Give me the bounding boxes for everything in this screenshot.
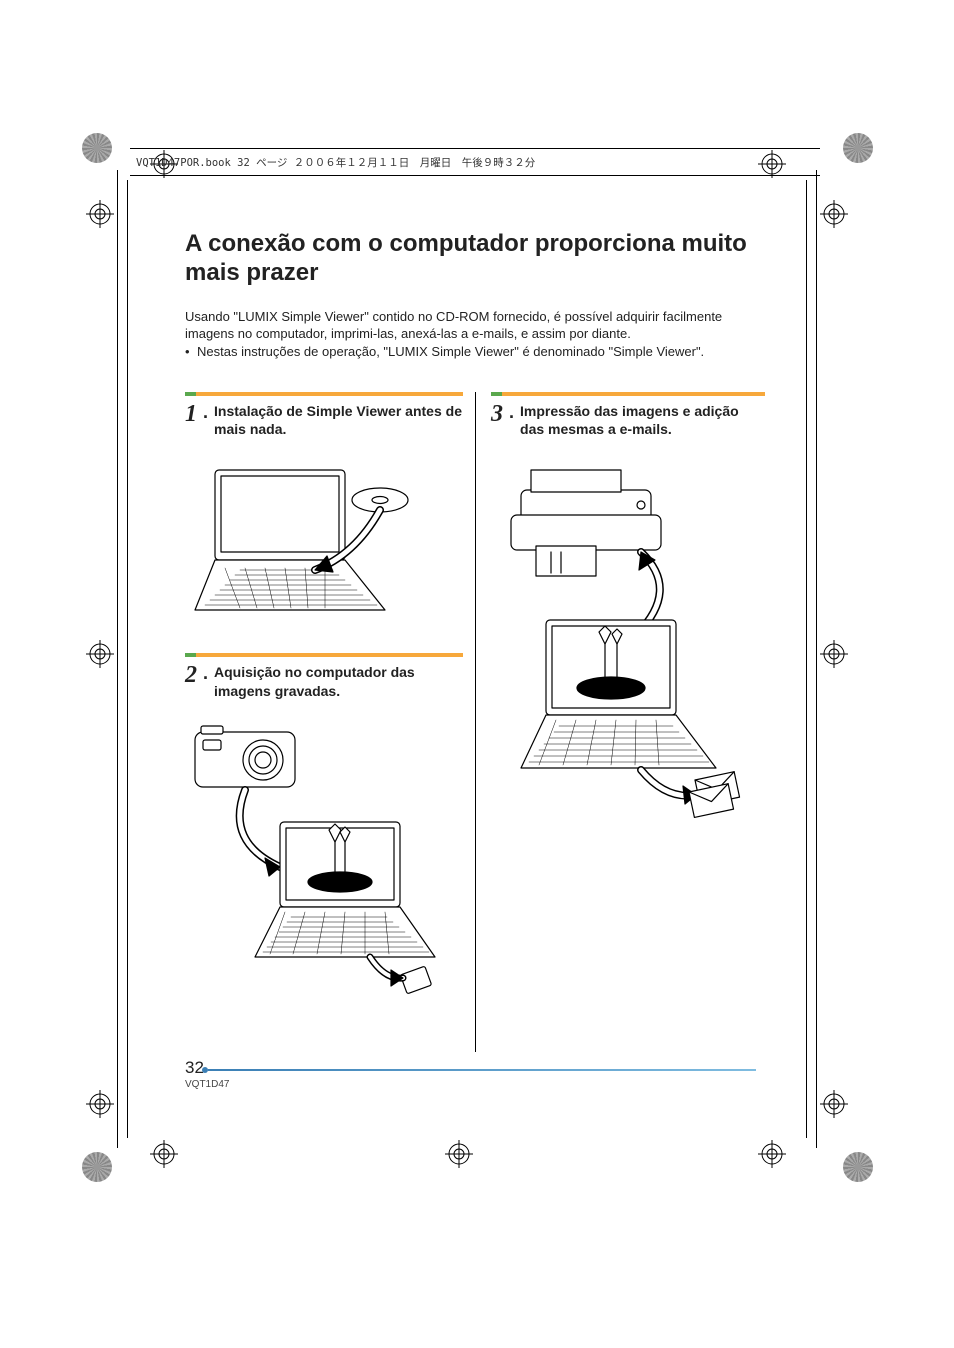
step-number-dot: . <box>203 402 208 424</box>
step-number-dot: . <box>509 402 514 424</box>
step-number: 2 <box>185 663 197 687</box>
step-number: 1 <box>185 402 197 426</box>
footer-info: 32 VQT1D47 <box>185 1058 229 1090</box>
doc-id: VQT1D47 <box>185 1079 229 1090</box>
register-mark <box>820 1090 848 1118</box>
print-header-strip: VQT1D47POR.book 32 ページ ２００６年１２月１１日 月曜日 午… <box>130 148 820 176</box>
bullet-dot: • <box>185 343 197 361</box>
intro-bullet-text: Nestas instruções de operação, "LUMIX Si… <box>197 343 704 361</box>
register-mark <box>86 1090 114 1118</box>
printer-globe-mark <box>843 1152 873 1182</box>
printer-globe-mark <box>843 133 873 163</box>
step-number: 3 <box>491 402 503 426</box>
illustration-print-email <box>491 460 751 820</box>
step-bar <box>491 392 765 396</box>
step-1: 1 . Instalação de Simple Viewer antes de… <box>185 392 475 438</box>
printer-globe-mark <box>82 133 112 163</box>
illustration-acquire-images <box>185 722 445 997</box>
step-3: 3 . Impressão das imagens e adição das m… <box>475 392 765 438</box>
register-mark <box>445 1140 473 1168</box>
register-mark <box>820 200 848 228</box>
register-mark <box>150 1140 178 1168</box>
step-bar <box>185 392 463 396</box>
step-2: 2 . Aquisição no computador das imagens … <box>185 653 475 699</box>
page-title: A conexão com o computador proporciona m… <box>185 230 765 288</box>
step-number-dot: . <box>203 663 208 685</box>
illustration-install-cd <box>185 460 445 620</box>
step-text: Impressão das imagens e adição das mesma… <box>520 402 765 438</box>
register-mark <box>86 640 114 668</box>
step-text: Instalação de Simple Viewer antes de mai… <box>214 402 463 438</box>
register-mark <box>820 640 848 668</box>
register-mark <box>86 200 114 228</box>
register-mark <box>758 1140 786 1168</box>
printer-globe-mark <box>82 1152 112 1182</box>
step-text: Aquisição no computador das imagens grav… <box>214 663 463 699</box>
footer-rule <box>208 1069 756 1071</box>
intro-paragraph: Usando "LUMIX Simple Viewer" contido no … <box>185 308 765 343</box>
print-header-text: VQT1D47POR.book 32 ページ ２００６年１２月１１日 月曜日 午… <box>136 157 535 169</box>
step-bar <box>185 653 463 657</box>
intro-bullet: • Nestas instruções de operação, "LUMIX … <box>185 343 765 361</box>
